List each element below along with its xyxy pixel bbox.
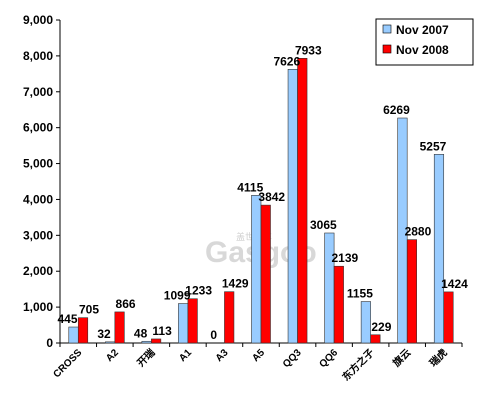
- bar-nov-2008: [260, 204, 271, 344]
- bar-nov-2007: [68, 326, 79, 344]
- x-tick-label: QQ3: [281, 347, 304, 370]
- y-tick-label: 0: [46, 336, 53, 350]
- legend-label-nov-2008: Nov 2008: [396, 43, 449, 57]
- bar-nov-2007: [324, 232, 335, 344]
- y-tick-label: 2,000: [23, 264, 53, 278]
- bar-nov-2008: [224, 291, 235, 344]
- bar-nov-2008: [333, 265, 344, 344]
- y-tick-label: 5,000: [23, 157, 53, 171]
- data-label-nov-2007: 0: [210, 328, 217, 342]
- data-label-nov-2007: 4115: [237, 180, 263, 194]
- data-label-nov-2007: 48: [134, 326, 148, 340]
- data-label-nov-2007: 32: [97, 327, 111, 341]
- legend-box: [375, 18, 474, 66]
- bar-nov-2007: [178, 303, 189, 344]
- data-label-nov-2008: 3842: [258, 190, 285, 204]
- data-label-nov-2008: 2880: [405, 225, 432, 239]
- x-tick-label: CROSS: [51, 347, 84, 380]
- data-label-nov-2008: 1429: [222, 277, 249, 291]
- data-label-nov-2008: 705: [79, 303, 99, 317]
- data-label-nov-2007: 1155: [347, 287, 373, 301]
- legend-label-nov-2007: Nov 2007: [396, 23, 449, 37]
- bars: [68, 57, 454, 344]
- bar-nov-2008: [114, 311, 125, 344]
- data-label-nov-2008: 113: [152, 324, 172, 338]
- y-tick-label: 7,000: [23, 85, 53, 99]
- bar-nov-2008: [370, 334, 381, 344]
- bar-nov-2007: [360, 301, 371, 344]
- data-label-nov-2008: 866: [116, 297, 136, 311]
- bar-nov-2008: [297, 57, 308, 344]
- bar-nov-2007: [287, 69, 298, 344]
- x-tick-labels: CROSS A2 开瑞 A1 A3 A5 QQ3 QQ6 东方之子 旗云 瑞虎: [51, 346, 449, 383]
- data-label-nov-2007: 445: [58, 312, 78, 326]
- data-label-nov-2008: 1424: [441, 277, 468, 291]
- data-label-nov-2008: 7933: [295, 43, 322, 57]
- data-label-nov-2008: 1233: [185, 284, 212, 298]
- data-label-nov-2007: 6269: [383, 103, 410, 117]
- legend: Nov 2007 Nov 2008: [375, 18, 474, 66]
- x-tick-label: A3: [214, 347, 231, 364]
- x-tick-label: 开瑞: [134, 346, 157, 369]
- legend-swatch-nov-2008: [382, 44, 392, 54]
- x-tick-label: A1: [177, 347, 194, 364]
- x-tick-label: A5: [250, 347, 267, 364]
- data-label-nov-2007: 5257: [420, 139, 447, 153]
- data-label-nov-2007: 7626: [273, 54, 300, 68]
- x-tick-label: 瑞虎: [427, 346, 450, 369]
- x-tick-label: 旗云: [390, 346, 413, 369]
- x-tick-label: A2: [104, 347, 121, 364]
- bar-nov-2007: [251, 195, 262, 344]
- bar-nov-2008: [151, 338, 162, 344]
- axes: 0 1,000 2,000 3,000 4,000 5,000 6,000 7,000 8,00…: [23, 13, 463, 350]
- data-label-nov-2007: 3065: [310, 218, 337, 232]
- bar-nov-2007: [105, 341, 116, 344]
- bar-nov-2007: [433, 154, 445, 344]
- bar-nov-2007: [397, 117, 408, 344]
- x-tick-label: QQ6: [317, 347, 340, 370]
- y-tick-label: 1,000: [23, 300, 53, 314]
- data-label-nov-2007: 1099: [164, 289, 191, 303]
- bar-nov-2008: [187, 298, 198, 344]
- bar-nov-2007: [141, 340, 152, 344]
- data-label-nov-2008: 229: [371, 320, 391, 334]
- x-tick-label: 东方之子: [339, 346, 376, 383]
- legend-swatch-nov-2007: [382, 24, 392, 34]
- bar-nov-2008: [406, 239, 417, 344]
- y-tick-label: 9,000: [23, 13, 53, 27]
- bar-nov-2008: [77, 317, 89, 344]
- y-tick-label: 4,000: [23, 192, 53, 206]
- data-label-nov-2008: 2139: [331, 251, 358, 265]
- y-tick-label: 6,000: [23, 121, 53, 135]
- bar-nov-2008: [443, 291, 454, 344]
- y-tick-label: 8,000: [23, 49, 53, 63]
- y-tick-label: 3,000: [23, 228, 53, 242]
